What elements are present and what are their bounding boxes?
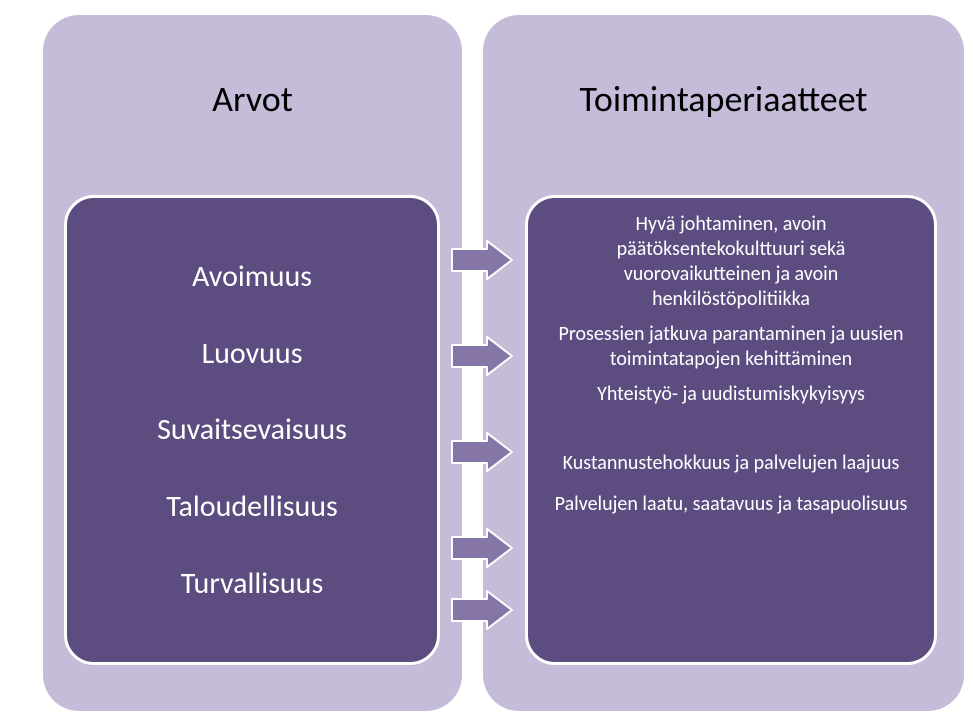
left-item-0: Avoimuus [77,258,427,295]
arrow-icon-1 [451,336,513,376]
left-item-3: Taloudellisuus [77,488,427,525]
left-item-4: Turvallisuus [77,565,427,602]
left-items-list: Avoimuus Luovuus Suvaitsevaisuus Taloudelli… [67,198,437,662]
right-inner-box: Hyvä johtaminen, avoin päätöksentekokult… [525,195,937,665]
arrow-icon-0 [451,240,513,280]
left-panel-title: Arvot [43,15,462,121]
right-item-4: Palvelujen laatu, saatavuus ja tasapuoli… [546,492,916,517]
right-items-list: Hyvä johtaminen, avoin päätöksentekokult… [528,198,934,662]
left-inner-box: Avoimuus Luovuus Suvaitsevaisuus Taloudelli… [64,195,440,665]
right-item-3: Kustannustehokkuus ja palvelujen laajuus [546,451,916,476]
right-item-0: Hyvä johtaminen, avoin päätöksentekokult… [546,212,916,312]
right-panel: Toimintaperiaatteet Hyvä johtaminen, avo… [483,15,964,711]
left-item-1: Luovuus [77,335,427,372]
arrow-icon-4 [451,590,513,630]
right-panel-title: Toimintaperiaatteet [483,15,964,121]
right-item-1: Prosessien jatkuva parantaminen ja uusie… [546,322,916,372]
left-item-2: Suvaitsevaisuus [77,411,427,448]
arrow-icon-3 [451,528,513,568]
right-item-2: Yhteistyö- ja uudistumiskykyisyys [546,382,916,407]
arrow-icon-2 [451,432,513,472]
left-panel: Arvot Avoimuus Luovuus Suvaitsevaisuus Talo… [43,15,462,711]
